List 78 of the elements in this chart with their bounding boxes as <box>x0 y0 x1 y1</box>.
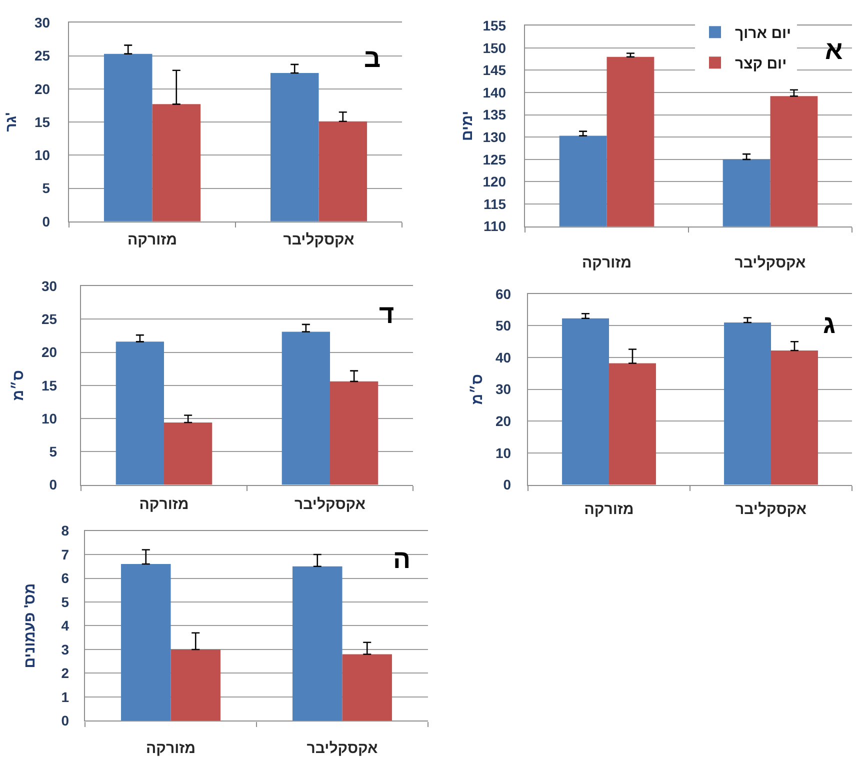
y-tick-label: 15 <box>34 114 50 130</box>
y-tick-label: 50 <box>496 318 512 334</box>
x-tick-label: מזורקה <box>582 254 632 272</box>
bar <box>152 104 201 222</box>
y-tick-label: 155 <box>482 18 506 34</box>
text: ג <box>823 309 836 339</box>
bar <box>270 73 319 222</box>
y-axis-title: ימים <box>458 110 476 142</box>
y-tick-label: 15 <box>42 377 58 394</box>
y-tick-label: 20 <box>34 80 50 97</box>
x-tick-label: אקסקליבר <box>734 254 806 272</box>
bar <box>292 566 342 721</box>
y-tick-label: 25 <box>42 311 58 328</box>
x-tick-label: מזורקה <box>584 500 634 518</box>
legend-label: יום ארוך <box>735 24 792 42</box>
y-tick-label: 30 <box>496 381 512 398</box>
bar <box>609 363 656 485</box>
y-tick-label: 145 <box>482 62 506 78</box>
y-tick-label: 5 <box>61 594 70 610</box>
bar <box>771 350 818 485</box>
bar <box>170 649 220 721</box>
legend-label: יום קצר <box>735 55 787 72</box>
bar <box>116 342 164 485</box>
chart-title: א <box>825 35 843 65</box>
y-tick-label: 10 <box>496 444 512 461</box>
x-tick-label: אקסקליבר <box>306 740 378 757</box>
y-tick-label: 0 <box>49 476 58 493</box>
text: ה <box>393 544 411 574</box>
y-tick-label: 20 <box>42 344 58 360</box>
y-tick-label: 6 <box>61 570 70 586</box>
bar <box>330 381 378 485</box>
x-tick-label: מזורקה <box>146 740 196 757</box>
bar <box>282 332 330 485</box>
y-tick-label: 7 <box>61 546 70 562</box>
bar <box>342 654 392 721</box>
bar <box>724 322 771 485</box>
y-tick-label: 3 <box>61 641 70 658</box>
text: ב <box>364 43 381 73</box>
x-tick-label: מזורקה <box>139 496 189 513</box>
y-axis-title: גר' <box>2 112 20 132</box>
y-axis-title: ס״מ <box>468 374 486 405</box>
y-axis-title: מס' פעמונים <box>22 583 39 668</box>
y-tick-label: 120 <box>482 174 506 190</box>
bar <box>121 564 171 721</box>
y-tick-label: 0 <box>42 213 50 230</box>
y-tick-label: 60 <box>496 286 512 302</box>
x-tick-label: אקסקליבר <box>735 500 807 518</box>
bar <box>164 422 212 485</box>
y-tick-label: 140 <box>482 84 506 100</box>
x-tick-label: מזורקה <box>128 232 177 249</box>
y-tick-label: 130 <box>482 129 506 146</box>
y-tick-label: 4 <box>61 618 70 634</box>
x-tick-label: אקסקליבר <box>294 496 366 513</box>
text: ד <box>379 299 394 329</box>
y-tick-label: 40 <box>496 349 512 366</box>
y-tick-label: 2 <box>61 665 70 682</box>
y-tick-label: 5 <box>42 180 50 196</box>
y-tick-label: 30 <box>34 14 50 31</box>
y-axis-title: ס״מ <box>10 370 27 401</box>
y-tick-label: 1 <box>61 688 70 705</box>
bar <box>104 54 152 222</box>
y-tick-label: 110 <box>484 218 506 234</box>
y-tick-label: 115 <box>484 196 506 212</box>
y-tick-label: 150 <box>482 40 506 56</box>
bar <box>562 318 609 485</box>
bar <box>318 121 368 222</box>
y-tick-label: 10 <box>42 410 58 426</box>
y-tick-label: 20 <box>496 413 512 430</box>
y-tick-label: 135 <box>482 106 506 123</box>
y-tick-label: 25 <box>34 48 50 64</box>
y-tick-label: 125 <box>482 151 506 168</box>
y-tick-label: 0 <box>61 712 70 729</box>
y-tick-label: 0 <box>503 476 512 493</box>
y-tick-label: 8 <box>61 522 70 539</box>
y-tick-label: 5 <box>49 444 58 460</box>
x-tick-label: אקסקליבר <box>283 232 354 249</box>
y-tick-label: 30 <box>42 278 58 294</box>
y-tick-label: 10 <box>34 147 50 164</box>
